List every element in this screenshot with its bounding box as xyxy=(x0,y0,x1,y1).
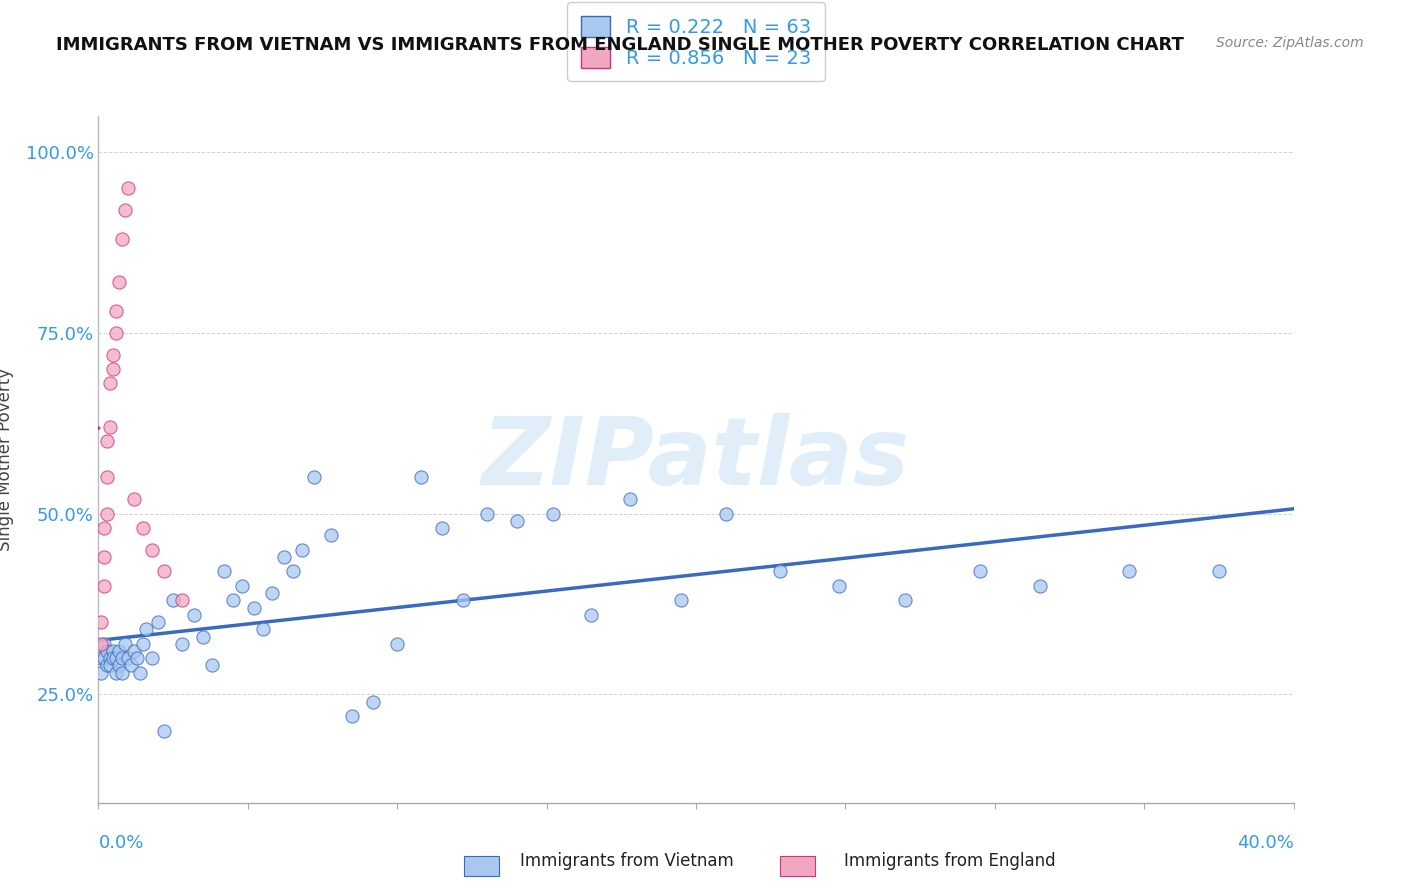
Point xyxy=(506,514,529,528)
Point xyxy=(430,521,453,535)
Point xyxy=(1118,565,1140,579)
Point xyxy=(90,651,112,665)
Point xyxy=(105,665,128,680)
Point xyxy=(141,651,163,665)
Point xyxy=(260,586,283,600)
Point xyxy=(129,665,152,680)
Point xyxy=(451,593,474,607)
Point xyxy=(111,665,134,680)
Point xyxy=(103,362,125,376)
Point xyxy=(894,593,917,607)
Point xyxy=(475,507,498,521)
Point xyxy=(141,542,163,557)
Point xyxy=(90,615,112,629)
Point xyxy=(769,565,792,579)
Point xyxy=(231,579,253,593)
Point xyxy=(114,637,136,651)
Text: ZIPatlas: ZIPatlas xyxy=(482,413,910,506)
Point xyxy=(342,709,364,723)
Point xyxy=(105,651,128,665)
Point xyxy=(103,644,125,658)
Point xyxy=(162,593,184,607)
Point xyxy=(90,637,112,651)
Point xyxy=(105,304,128,318)
Point xyxy=(172,637,194,651)
Point xyxy=(98,420,122,434)
Point xyxy=(96,434,118,449)
Point xyxy=(153,565,176,579)
Point xyxy=(183,607,205,622)
Point xyxy=(124,644,146,658)
Point xyxy=(103,651,125,665)
Point xyxy=(321,528,343,542)
Point xyxy=(96,470,118,484)
Point xyxy=(714,507,737,521)
Text: Immigrants from Vietnam: Immigrants from Vietnam xyxy=(520,852,734,870)
Point xyxy=(96,644,118,658)
Point xyxy=(252,622,274,636)
Point xyxy=(93,579,115,593)
Point xyxy=(120,658,142,673)
Point xyxy=(132,637,155,651)
Point xyxy=(93,521,115,535)
Point xyxy=(111,651,134,665)
Point xyxy=(124,492,146,507)
Point xyxy=(619,492,641,507)
Point xyxy=(108,644,131,658)
Point xyxy=(541,507,564,521)
Point xyxy=(302,470,325,484)
Point xyxy=(98,658,122,673)
Point xyxy=(385,637,409,651)
Point xyxy=(93,651,115,665)
Point xyxy=(363,695,385,709)
Point xyxy=(281,565,304,579)
Point xyxy=(108,275,131,289)
Point xyxy=(111,232,134,246)
Point xyxy=(90,665,112,680)
Point xyxy=(98,651,122,665)
Text: 0.0%: 0.0% xyxy=(98,834,143,852)
Point xyxy=(212,565,235,579)
Point xyxy=(108,658,131,673)
Text: 40.0%: 40.0% xyxy=(1237,834,1294,852)
Point xyxy=(93,549,115,564)
Point xyxy=(117,651,139,665)
Point xyxy=(105,326,128,340)
Point xyxy=(153,723,176,738)
Point xyxy=(148,615,170,629)
Text: IMMIGRANTS FROM VIETNAM VS IMMIGRANTS FROM ENGLAND SINGLE MOTHER POVERTY CORRELA: IMMIGRANTS FROM VIETNAM VS IMMIGRANTS FR… xyxy=(56,36,1184,54)
Point xyxy=(201,658,224,673)
Point xyxy=(243,600,266,615)
Point xyxy=(132,521,155,535)
Point xyxy=(411,470,433,484)
Point xyxy=(669,593,692,607)
Legend: R = 0.222   N = 63, R = 0.856   N = 23: R = 0.222 N = 63, R = 0.856 N = 23 xyxy=(568,2,824,81)
Point xyxy=(103,347,125,361)
Point xyxy=(1028,579,1050,593)
Point xyxy=(127,651,149,665)
Point xyxy=(969,565,991,579)
Point xyxy=(828,579,851,593)
Text: Immigrants from England: Immigrants from England xyxy=(844,852,1056,870)
Point xyxy=(1208,565,1230,579)
Point xyxy=(96,658,118,673)
Y-axis label: Single Mother Poverty: Single Mother Poverty xyxy=(0,368,14,551)
Point xyxy=(291,542,314,557)
Point xyxy=(222,593,245,607)
Point xyxy=(93,637,115,651)
Point xyxy=(172,593,194,607)
Point xyxy=(98,376,122,391)
Point xyxy=(581,607,603,622)
Point xyxy=(191,630,214,644)
Point xyxy=(117,181,139,195)
Text: Source: ZipAtlas.com: Source: ZipAtlas.com xyxy=(1216,36,1364,50)
Point xyxy=(114,202,136,217)
Point xyxy=(96,507,118,521)
Point xyxy=(135,622,157,636)
Point xyxy=(273,549,295,564)
